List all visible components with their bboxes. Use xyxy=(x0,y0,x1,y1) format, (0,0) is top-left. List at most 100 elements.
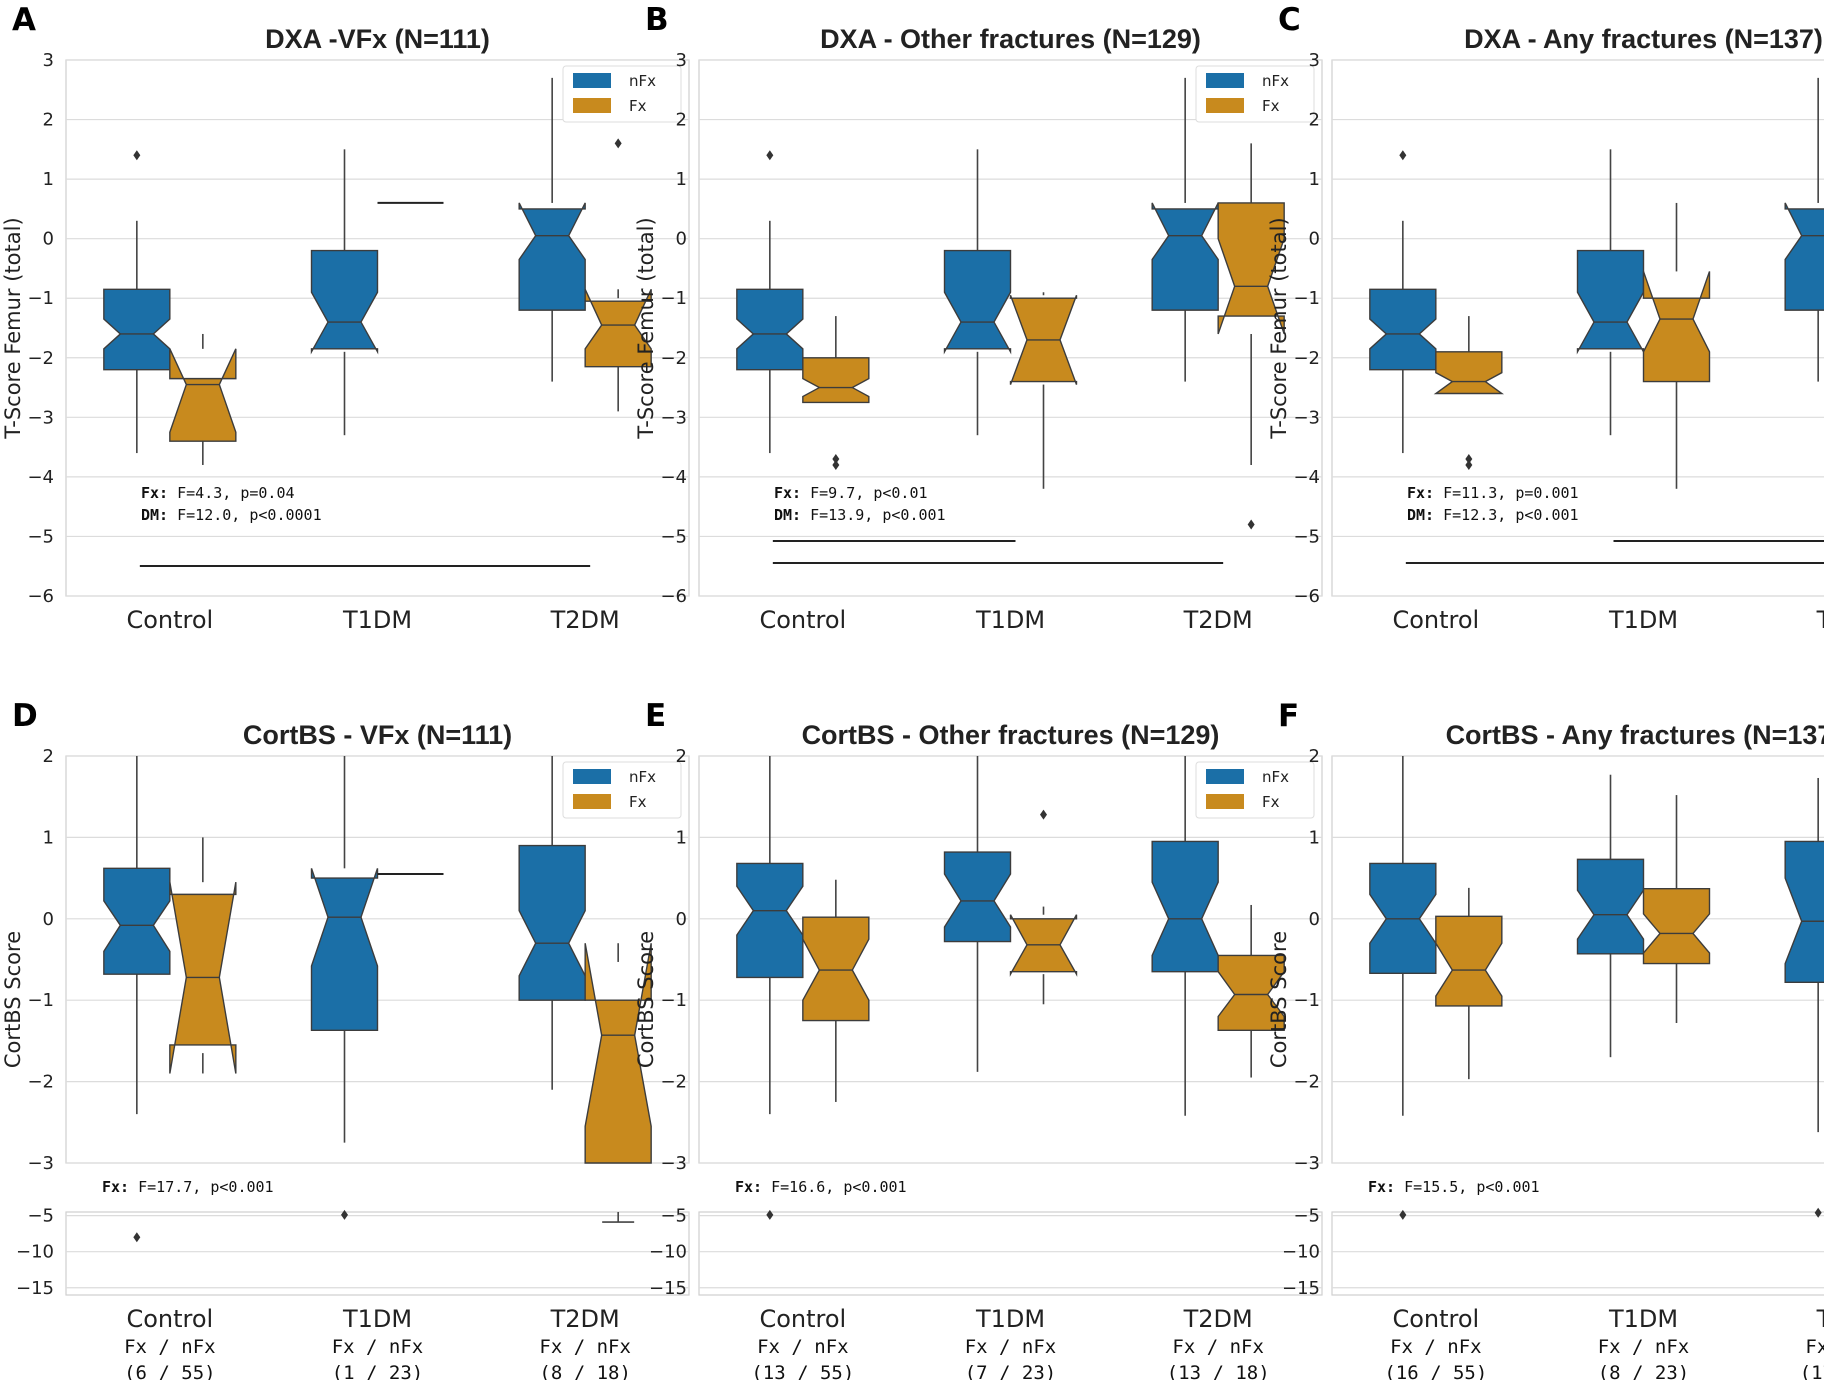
y-tick-label: −1 xyxy=(1293,288,1320,309)
x-category-label: T1DM xyxy=(342,1305,412,1333)
y-tick-label: −3 xyxy=(27,1153,54,1174)
notched-box xyxy=(310,249,379,355)
x-category-label: T2DM xyxy=(1816,1305,1824,1333)
y-tick-label: −10 xyxy=(16,1242,54,1263)
y-tick-label: −5 xyxy=(1293,1206,1320,1227)
y-tick-label: 1 xyxy=(43,169,54,190)
stat-key: Fx: xyxy=(102,1178,129,1196)
x-category-label: T2DM xyxy=(1816,606,1824,634)
box-Fx-Control xyxy=(802,316,870,470)
y-tick-label: 2 xyxy=(1309,746,1320,767)
group-count-value: (16 / 55) xyxy=(1384,1362,1487,1380)
stat-value: F=15.5, p<0.001 xyxy=(1395,1178,1540,1196)
legend-swatch-fx xyxy=(1206,794,1244,809)
notched-box xyxy=(518,202,586,311)
y-tick-label: 0 xyxy=(676,909,687,930)
y-tick-label: 2 xyxy=(43,110,54,131)
stat-annotation: Fx: F=9.7, p<0.01 xyxy=(774,484,928,502)
y-tick-label: −1 xyxy=(1293,990,1320,1011)
group-count-label: Fx / nFx xyxy=(1390,1336,1482,1358)
y-tick-label: −3 xyxy=(660,407,687,428)
outlier-point xyxy=(1399,150,1407,161)
x-category-label: T1DM xyxy=(1608,606,1678,634)
box-Fx-T1DM xyxy=(1009,292,1078,489)
stat-key: DM: xyxy=(1407,506,1434,524)
box-Fx-T2DM xyxy=(1217,904,1285,1078)
panel-title: DXA -VFx (N=111) xyxy=(265,24,490,54)
stat-value: F=13.9, p<0.001 xyxy=(801,506,946,524)
panel-label: A xyxy=(12,2,36,38)
box-Fx-T2DM xyxy=(584,943,652,1164)
stat-annotation: Fx: F=15.5, p<0.001 xyxy=(1368,1178,1540,1196)
stat-annotation: DM: F=12.0, p<0.0001 xyxy=(141,506,322,524)
stat-key: Fx: xyxy=(1407,484,1434,502)
stat-value: F=9.7, p<0.01 xyxy=(801,484,927,502)
stat-key: Fx: xyxy=(141,484,168,502)
stat-annotation: Fx: F=16.6, p<0.001 xyxy=(735,1178,907,1196)
y-tick-label: −1 xyxy=(27,288,54,309)
stat-annotation: Fx: F=4.3, p=0.04 xyxy=(141,484,295,502)
stat-value: F=17.7, p<0.001 xyxy=(129,1178,274,1196)
legend-label-nfx: nFx xyxy=(1262,72,1289,90)
stat-key: DM: xyxy=(774,506,801,524)
legend-swatch-nfx xyxy=(573,73,611,88)
group-count-value: (6 / 55) xyxy=(124,1362,216,1380)
y-tick-label: −5 xyxy=(27,526,54,547)
x-category-label: T2DM xyxy=(1183,1305,1253,1333)
legend-swatch-nfx xyxy=(1206,769,1244,784)
x-category-label: T1DM xyxy=(975,606,1045,634)
legend-swatch-nfx xyxy=(1206,73,1244,88)
y-axis-label: T-Score Femur (total) xyxy=(634,217,658,439)
outlier-point xyxy=(133,1232,141,1243)
box-nFx-T1DM xyxy=(1576,774,1645,1058)
y-tick-label: −2 xyxy=(660,348,687,369)
group-count-label: Fx / nFx xyxy=(1805,1336,1824,1358)
stat-annotation: DM: F=13.9, p<0.001 xyxy=(774,506,946,524)
legend: nFx Fx xyxy=(562,65,682,123)
outlier-point xyxy=(832,454,840,465)
panel-label: F xyxy=(1278,698,1299,734)
y-tick-label: 1 xyxy=(676,827,687,848)
lower-axis: −5 −10 −15 xyxy=(649,1206,1323,1299)
panel-E: E CortBS - Other fractures (N=129) 2 1 0 −1 −2… xyxy=(634,698,1323,1380)
box-Fx-Control xyxy=(1433,316,1504,470)
notched-box xyxy=(584,288,652,368)
y-tick-label: 3 xyxy=(676,50,687,71)
axes-frame xyxy=(65,59,690,597)
lower-axes-frame xyxy=(1331,1211,1824,1296)
box-Fx-Control xyxy=(802,879,870,1102)
outlier-point xyxy=(1465,454,1473,465)
panel-label: E xyxy=(645,698,666,734)
panel-label: B xyxy=(645,2,669,38)
box-nFx-T1DM xyxy=(310,756,379,1143)
outlier-point xyxy=(1247,519,1255,530)
y-tick-label: −5 xyxy=(660,1206,687,1227)
panel-title: CortBS - Other fractures (N=129) xyxy=(802,720,1220,750)
stat-annotation: Fx: F=17.7, p<0.001 xyxy=(102,1178,274,1196)
lower-axis: −5 −10 −15 xyxy=(16,1206,690,1299)
notched-box xyxy=(518,844,586,1001)
box-nFx-Control xyxy=(1369,756,1437,1116)
x-category-label: T1DM xyxy=(1608,1305,1678,1333)
y-axis-label: T-Score Femur (total) xyxy=(1,217,25,439)
box-Fx-Control xyxy=(1435,887,1503,1080)
y-tick-label: 1 xyxy=(676,169,687,190)
lower-axis: −5 −10 −15 xyxy=(1282,1206,1824,1299)
panel-F: F CortBS - Any fractures (N=137) 2 1 0 −1 −2 −3… xyxy=(1267,698,1824,1380)
legend: nFx Fx xyxy=(1195,761,1315,819)
y-tick-label: −5 xyxy=(1293,526,1320,547)
notched-box xyxy=(1217,202,1285,335)
y-tick-label: −1 xyxy=(27,990,54,1011)
notched-box xyxy=(1642,271,1711,383)
stat-key: Fx: xyxy=(774,484,801,502)
stat-annotation: Fx: F=11.3, p=0.001 xyxy=(1407,484,1579,502)
y-tick-label: 0 xyxy=(43,909,54,930)
legend-label-fx: Fx xyxy=(629,793,647,811)
y-axis-label: T-Score Femur (total) xyxy=(1267,217,1291,439)
outlier-point xyxy=(1814,1207,1822,1218)
group-count-value: (7 / 23) xyxy=(965,1362,1057,1380)
box-nFx-T2DM xyxy=(518,756,586,1090)
box-Fx-T2DM xyxy=(584,138,652,412)
legend: nFx Fx xyxy=(1195,65,1315,123)
